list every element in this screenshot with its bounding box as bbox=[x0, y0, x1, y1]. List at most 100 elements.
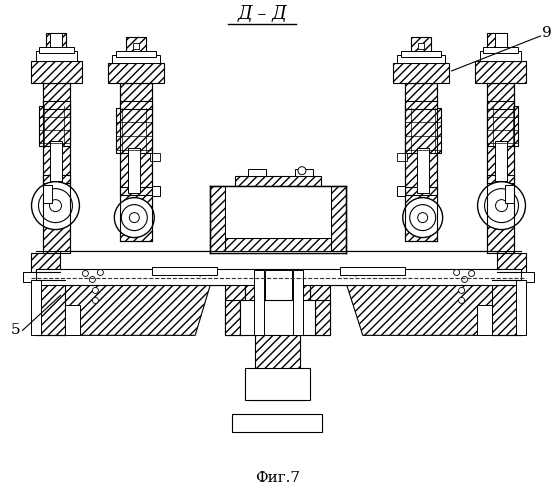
Text: 9: 9 bbox=[541, 26, 551, 40]
Circle shape bbox=[418, 212, 428, 222]
Bar bbox=[66, 306, 80, 336]
Circle shape bbox=[92, 298, 99, 304]
Bar bbox=[31, 252, 82, 272]
Bar bbox=[411, 37, 431, 55]
Bar bbox=[36, 270, 521, 285]
Circle shape bbox=[121, 204, 147, 231]
Bar bbox=[477, 306, 491, 336]
Bar bbox=[405, 101, 437, 109]
Bar bbox=[491, 280, 521, 336]
Bar bbox=[116, 51, 157, 57]
Bar bbox=[126, 37, 146, 55]
Bar bbox=[240, 300, 315, 336]
Bar bbox=[116, 108, 152, 152]
Polygon shape bbox=[347, 286, 521, 336]
Bar bbox=[495, 141, 506, 180]
Bar bbox=[42, 101, 70, 109]
Circle shape bbox=[38, 188, 72, 222]
Bar bbox=[310, 270, 330, 336]
Circle shape bbox=[92, 288, 99, 294]
Bar bbox=[417, 148, 429, 192]
Bar bbox=[31, 61, 82, 83]
Bar bbox=[36, 280, 66, 336]
Bar bbox=[38, 106, 70, 146]
Bar bbox=[42, 83, 70, 252]
Text: Д – Д: Д – Д bbox=[237, 5, 287, 23]
Bar bbox=[293, 270, 303, 336]
Bar bbox=[113, 55, 160, 63]
Circle shape bbox=[129, 212, 139, 222]
Bar bbox=[400, 51, 441, 57]
Bar bbox=[120, 83, 152, 240]
Circle shape bbox=[32, 182, 80, 230]
Bar bbox=[42, 184, 52, 202]
Bar bbox=[480, 51, 521, 61]
Bar bbox=[225, 186, 331, 238]
Bar bbox=[331, 186, 346, 252]
Bar bbox=[36, 270, 521, 285]
Bar bbox=[36, 51, 77, 61]
Bar bbox=[487, 33, 506, 51]
Bar bbox=[245, 270, 310, 306]
Circle shape bbox=[197, 269, 204, 276]
Circle shape bbox=[90, 276, 95, 282]
Bar bbox=[487, 101, 515, 109]
Bar bbox=[51, 141, 62, 180]
Bar bbox=[225, 270, 245, 336]
Bar bbox=[120, 101, 152, 109]
Bar bbox=[254, 270, 264, 336]
Bar bbox=[235, 176, 321, 186]
Bar bbox=[495, 33, 506, 47]
Bar bbox=[38, 47, 75, 53]
Bar bbox=[250, 370, 305, 400]
Bar bbox=[232, 414, 322, 432]
Bar bbox=[487, 106, 519, 146]
Circle shape bbox=[50, 200, 61, 211]
Circle shape bbox=[458, 288, 465, 294]
Bar bbox=[31, 280, 41, 336]
Circle shape bbox=[462, 276, 467, 282]
Bar bbox=[487, 174, 515, 182]
Bar bbox=[225, 300, 240, 336]
Bar bbox=[61, 250, 496, 272]
Circle shape bbox=[114, 198, 154, 237]
Bar bbox=[295, 168, 313, 175]
Bar bbox=[248, 168, 266, 175]
Circle shape bbox=[82, 270, 89, 276]
Bar bbox=[265, 270, 292, 326]
Bar bbox=[210, 238, 346, 252]
Circle shape bbox=[255, 297, 262, 304]
Circle shape bbox=[403, 198, 443, 237]
Bar bbox=[405, 186, 437, 194]
Circle shape bbox=[496, 200, 507, 211]
Circle shape bbox=[468, 270, 475, 276]
Bar bbox=[397, 55, 444, 63]
Bar bbox=[22, 272, 36, 282]
Circle shape bbox=[453, 270, 460, 276]
Text: 5: 5 bbox=[11, 324, 21, 338]
Bar bbox=[315, 300, 330, 336]
Bar bbox=[516, 280, 526, 336]
Circle shape bbox=[298, 166, 306, 174]
Bar bbox=[128, 148, 140, 192]
Bar bbox=[120, 186, 152, 194]
Circle shape bbox=[295, 297, 302, 304]
Bar bbox=[397, 186, 405, 196]
Bar bbox=[405, 108, 441, 152]
Bar bbox=[150, 152, 160, 160]
Bar bbox=[42, 174, 70, 182]
Bar bbox=[133, 43, 139, 49]
Bar bbox=[405, 83, 437, 240]
Circle shape bbox=[485, 188, 519, 222]
Circle shape bbox=[353, 269, 359, 276]
Circle shape bbox=[458, 298, 465, 304]
Bar bbox=[418, 43, 424, 49]
Circle shape bbox=[410, 204, 436, 231]
Bar bbox=[210, 186, 225, 252]
Bar bbox=[397, 152, 407, 160]
Bar bbox=[475, 61, 526, 83]
Bar bbox=[340, 268, 405, 276]
Text: Фиг.7: Фиг.7 bbox=[256, 471, 300, 485]
Bar bbox=[255, 330, 300, 370]
Bar bbox=[109, 63, 164, 83]
